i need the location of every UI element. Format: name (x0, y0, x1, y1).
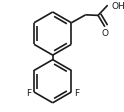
Text: F: F (27, 88, 32, 97)
Text: O: O (101, 29, 108, 38)
Text: F: F (74, 88, 79, 97)
Text: OH: OH (112, 2, 124, 11)
